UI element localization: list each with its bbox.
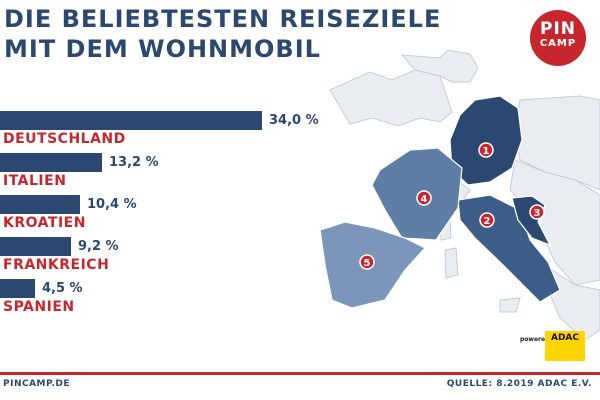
bar-value-label: 13,2 %: [109, 155, 159, 170]
rank-label-4: 4: [421, 194, 428, 205]
map-country-france: [371, 147, 463, 241]
rank-marker-2: 2: [479, 212, 495, 228]
logo-text-1: PIN: [539, 19, 576, 39]
logo-text-2: CAMP: [539, 38, 577, 49]
bar-category-label: SPANIEN: [3, 299, 75, 315]
bar-category-label: KROATIEN: [3, 215, 86, 231]
map-land-denmark: [400, 49, 479, 83]
bar-category-label: FRANKREICH: [3, 257, 110, 273]
powered-by-label: powered by: [520, 336, 560, 343]
rank-marker-4-circle: [416, 190, 432, 206]
europe-map: 1 2 3 4 5: [319, 49, 600, 341]
map-land-benelux-north: [329, 69, 453, 127]
bar-kroatien: [0, 195, 80, 214]
rank-label-2: 2: [484, 216, 491, 227]
bar-category-label: DEUTSCHLAND: [3, 131, 126, 147]
adac-logo: ADAC: [545, 331, 585, 361]
rank-label-1: 1: [483, 146, 490, 157]
map-land-sicily: [499, 297, 521, 313]
rank-marker-5: 5: [359, 254, 375, 270]
rank-marker-3-circle: [529, 204, 545, 220]
footer-divider: [0, 372, 600, 375]
rank-marker-5-circle: [359, 254, 375, 270]
bar-frankreich: [0, 237, 71, 256]
bar-spanien: [0, 279, 35, 298]
footer-website-link[interactable]: PINCAMP.DE: [3, 379, 70, 389]
chart-title: DIE BELIEBTESTEN REISEZIELE MIT DEM WOHN…: [4, 4, 441, 64]
footer-source: QUELLE: 8.2019 ADAC E.V.: [446, 379, 592, 389]
title-line-2: MIT DEM WOHNMOBIL: [4, 35, 321, 63]
title-line-1: DIE BELIEBTESTEN REISEZIELE: [4, 5, 442, 33]
rank-label-5: 5: [364, 258, 371, 269]
rank-marker-4: 4: [416, 190, 432, 206]
adac-logo-text: ADAC: [550, 333, 579, 343]
rank-marker-1-circle: [478, 142, 494, 158]
bar-italien: [0, 153, 102, 172]
rank-marker-3: 3: [529, 204, 545, 220]
rank-marker-1: 1: [478, 142, 494, 158]
bar-value-label: 10,4 %: [87, 197, 137, 212]
bar-category-label: ITALIEN: [3, 173, 67, 189]
bar-deutschland: [0, 111, 262, 130]
pincamp-logo[interactable]: PIN CAMP: [530, 10, 586, 66]
rank-marker-2-circle: [479, 212, 495, 228]
rank-label-3: 3: [534, 208, 541, 219]
bar-value-label: 34,0 %: [269, 113, 319, 128]
map-land-sardinia: [444, 247, 459, 279]
bar-value-label: 4,5 %: [42, 281, 83, 296]
bar-value-label: 9,2 %: [78, 239, 119, 254]
